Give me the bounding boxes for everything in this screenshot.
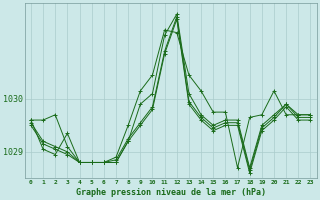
X-axis label: Graphe pression niveau de la mer (hPa): Graphe pression niveau de la mer (hPa): [76, 188, 266, 197]
